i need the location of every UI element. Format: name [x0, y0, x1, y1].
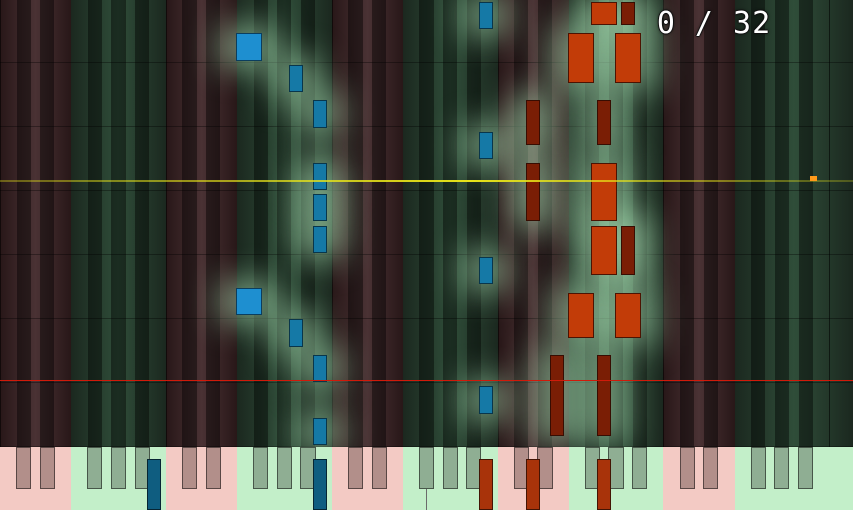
left-hand-note	[478, 2, 493, 30]
left-hand-note	[289, 319, 304, 347]
left-hand-note	[312, 355, 327, 383]
right-hand-pressed-key	[526, 459, 541, 510]
left-hand-pressed-key	[312, 459, 327, 510]
right-hand-note	[597, 355, 612, 437]
right-hand-pressed-key	[597, 459, 612, 510]
black-key[interactable]	[110, 447, 127, 489]
black-key[interactable]	[632, 447, 648, 489]
black-key[interactable]	[442, 447, 458, 489]
left-hand-note	[312, 100, 327, 128]
beat-line	[0, 382, 853, 383]
left-hand-note	[312, 194, 327, 222]
right-hand-note	[567, 33, 594, 83]
right-hand-note	[526, 162, 541, 222]
right-hand-note	[591, 225, 618, 276]
black-key[interactable]	[39, 447, 55, 489]
black-key[interactable]	[16, 447, 32, 489]
right-hand-note	[597, 100, 612, 146]
right-hand-note	[614, 292, 641, 338]
black-key[interactable]	[87, 447, 103, 489]
black-key[interactable]	[371, 447, 387, 489]
left-hand-note	[289, 64, 304, 92]
right-hand-note	[620, 225, 635, 276]
note-counter: 0 / 32	[656, 6, 772, 41]
left-hand-note	[312, 162, 327, 191]
piano-keyboard	[0, 447, 853, 510]
black-key[interactable]	[347, 447, 363, 489]
beat-line	[0, 62, 853, 63]
right-hand-note	[591, 162, 618, 222]
guide-line-red	[0, 380, 853, 381]
guide-line-yellow	[0, 180, 853, 182]
black-key[interactable]	[798, 447, 814, 489]
left-hand-pressed-key	[147, 459, 161, 510]
left-hand-note	[478, 131, 493, 159]
left-hand-note	[312, 417, 327, 445]
right-hand-note	[567, 292, 594, 338]
black-key[interactable]	[750, 447, 766, 489]
right-hand-note	[591, 2, 618, 25]
black-key[interactable]	[253, 447, 269, 489]
right-hand-note	[614, 33, 641, 83]
black-key[interactable]	[205, 447, 221, 489]
left-hand-note	[312, 225, 327, 253]
white-key[interactable]	[829, 447, 853, 510]
right-hand-note	[620, 2, 635, 25]
progress-marker	[810, 176, 817, 181]
beat-line	[0, 126, 853, 127]
black-key[interactable]	[703, 447, 719, 489]
left-hand-note	[478, 256, 493, 285]
right-hand-note	[549, 355, 564, 437]
beat-line	[0, 318, 853, 319]
beat-line	[0, 254, 853, 255]
black-key[interactable]	[276, 447, 292, 489]
black-key[interactable]	[679, 447, 695, 489]
left-hand-note	[235, 33, 262, 61]
right-hand-pressed-key	[478, 459, 493, 510]
left-hand-note	[478, 386, 493, 414]
black-key[interactable]	[418, 447, 435, 489]
right-hand-note	[526, 100, 541, 146]
beat-line	[0, 190, 853, 191]
black-key[interactable]	[181, 447, 198, 489]
left-hand-note	[235, 288, 262, 316]
black-key[interactable]	[774, 447, 790, 489]
